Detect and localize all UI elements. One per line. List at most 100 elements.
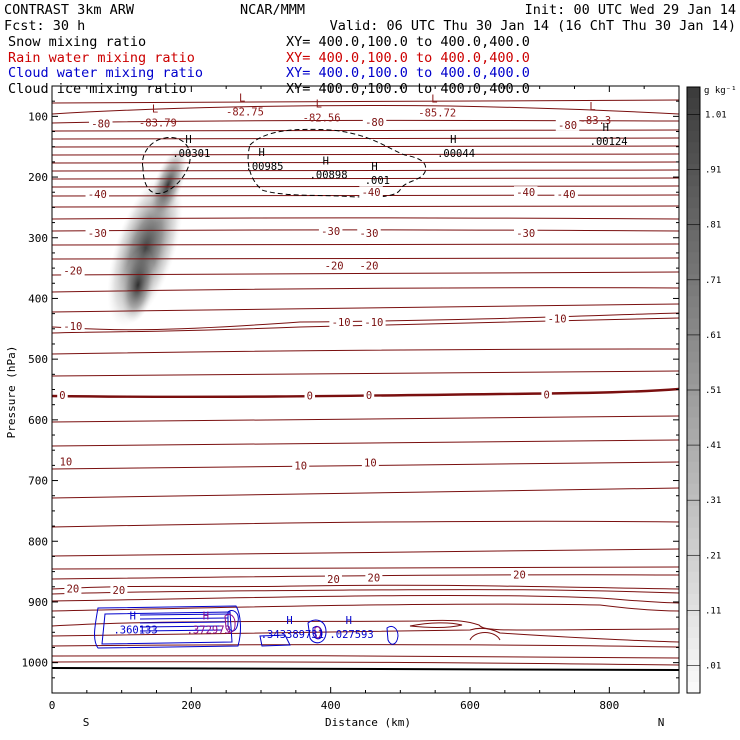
extremum-kind: L: [431, 94, 437, 106]
header-org: NCAR/MMM: [240, 2, 305, 18]
extremum-value: .00985: [246, 161, 284, 173]
colorbar-swatch: [687, 483, 700, 496]
temperature-zero-contour: [52, 387, 679, 399]
contour-label-bg: [110, 583, 128, 596]
temperature-contour-label: -30: [88, 228, 107, 240]
field-cloudwater-xy: XY= 400.0,100.0 to 400.0,400.0: [286, 65, 530, 81]
colorbar-label: .71: [705, 276, 721, 286]
colorbar-label: .41: [705, 441, 721, 451]
contour-label-bg: [541, 388, 552, 401]
extremum-value: .00898: [310, 170, 348, 182]
header-valid: Valid: 06 UTC Thu 30 Jan 14 (16 ChT Thu …: [330, 18, 736, 34]
extremum-value: .360133: [113, 624, 157, 636]
cloud-water-contours: [94, 605, 399, 649]
contour-label-bg: [362, 115, 387, 128]
temperature-contour-label: 10: [60, 457, 73, 469]
field-snow-xy: XY= 400.0,100.0 to 400.0,400.0: [286, 34, 530, 50]
colorbar-swatch: [687, 340, 700, 352]
colorbar-swatch: [687, 450, 700, 463]
temperature-contour-label: 0: [307, 391, 313, 403]
contour-label-bg: [61, 264, 85, 277]
colorbar-swatch: [687, 582, 700, 595]
temperature-contour-label: -30: [359, 228, 378, 240]
contour-label-bg: [513, 226, 538, 239]
contour-label-bg: [554, 188, 578, 201]
temperature-contour-label: -20: [359, 261, 378, 273]
contour-label-bg: [357, 259, 381, 272]
temperature-contour-label: 10: [294, 460, 307, 472]
temperature-contour-label: 20: [513, 570, 526, 582]
extremum-value: .00301: [172, 148, 210, 160]
extremum-kind: H: [450, 134, 456, 146]
temperature-contour-label: -10: [364, 317, 383, 329]
colorbar-swatch: [687, 131, 700, 143]
colorbar-swatch: [687, 527, 700, 540]
temperature-contour-label: -20: [63, 266, 82, 278]
temperature-contour-label: -20: [325, 261, 344, 273]
other-temperature-contours: [52, 415, 679, 641]
colorbar-swatch: [687, 670, 700, 683]
field-cloudwater-name: Cloud water mixing ratio: [8, 65, 203, 81]
colorbar-swatch: [687, 241, 700, 253]
extremum-kind: L: [152, 103, 158, 115]
colorbar-label: .31: [705, 496, 721, 506]
contour-label-bg: [510, 568, 528, 581]
contour-label-bg: [64, 582, 82, 595]
x-tick-label: 600: [460, 699, 480, 712]
temperature-contour-label: 0: [366, 390, 372, 402]
colorbar-label: .91: [705, 166, 721, 176]
colorbar-label: .81: [705, 221, 721, 231]
colorbar-swatch: [687, 626, 700, 639]
contour-label-bg: [361, 456, 379, 469]
contour-label-bg: [329, 316, 353, 329]
temperature-contour-label: 20: [368, 573, 381, 585]
colorbar-label: .51: [705, 386, 721, 396]
contour-label-bg: [304, 389, 316, 402]
field-cloudice-xy: XY= 400.0,100.0 to 400.0,400.0: [286, 81, 530, 97]
extremum-kind: L: [316, 99, 322, 111]
contour-label-bg: [318, 225, 343, 238]
header-forecast: Fcst: 30 h: [4, 18, 85, 34]
header-model-title: CONTRAST 3km ARW: [4, 2, 135, 18]
field-snow-name: Snow mixing ratio: [8, 34, 146, 50]
colorbar-swatch: [687, 417, 700, 430]
colorbar-swatch: [687, 593, 700, 606]
field-rain-xy: XY= 400.0,100.0 to 400.0,400.0: [286, 50, 530, 66]
temperature-contour-label: -40: [557, 189, 576, 201]
x-tick-label: 200: [181, 699, 201, 712]
colorbar-label: .21: [705, 551, 721, 561]
y-tick-label: 1000: [22, 657, 49, 670]
temperature-contours: [52, 99, 679, 666]
colorbar-label: 1.01: [705, 111, 727, 121]
contour-label-bg: [545, 312, 569, 325]
extremum-kind: H: [286, 615, 292, 627]
colorbar-frame: [686, 86, 701, 694]
extremum-kind: H: [203, 610, 209, 622]
extremum-kind: L: [589, 101, 595, 113]
temperature-contour-label: 20: [327, 574, 340, 586]
colorbar-label: .01: [705, 661, 721, 671]
contour-label-bg: [359, 186, 383, 199]
temperature-contour-label: -40: [516, 187, 535, 199]
colorbar-swatch: [687, 472, 700, 485]
field-rain-name: Rain water mixing ratio: [8, 50, 195, 66]
colorbar-swatch: [687, 120, 700, 132]
colorbar-label: .61: [705, 331, 721, 341]
contour-label-bg: [57, 388, 68, 401]
colorbar-unit: g kg⁻¹: [704, 86, 737, 96]
colorbar-swatch: [687, 406, 700, 419]
contour-label-bg: [363, 388, 375, 401]
x-tick-label: 400: [321, 699, 341, 712]
temperature-contour-label: -80: [365, 117, 384, 129]
colorbar-swatch: [687, 516, 700, 529]
colorbar-swatch: [687, 263, 700, 275]
snow-shading: [107, 147, 187, 327]
colorbar-swatch: [687, 428, 700, 441]
temperature-contour-label: -30: [321, 226, 340, 238]
y-tick-label: 400: [28, 292, 48, 305]
extremum-value: -82.75: [226, 106, 264, 118]
temperature-contour-label: 20: [113, 585, 126, 597]
x-axis-label: Distance (km): [325, 716, 411, 729]
contour-label-bg: [357, 226, 381, 239]
extremum-kind: H: [258, 147, 264, 159]
